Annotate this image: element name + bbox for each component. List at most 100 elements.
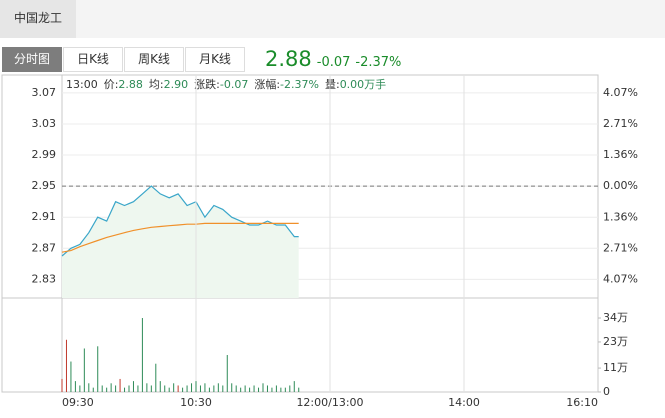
volume-bar: [155, 363, 157, 392]
y2-tick-label: 4.07%: [603, 272, 638, 285]
volume-bar: [177, 385, 179, 392]
volume-bar: [293, 381, 295, 392]
volume-bar: [159, 381, 161, 392]
volume-bar: [106, 387, 108, 392]
stock-tab[interactable]: 中国龙工: [0, 0, 76, 38]
view-tab[interactable]: 日K线: [63, 47, 123, 72]
info-key: 价:: [104, 78, 119, 91]
volume-bar: [146, 383, 148, 392]
x-tick-label: 16:10: [566, 396, 598, 409]
info-key: 量:: [325, 78, 340, 91]
quote-change-pct: -2.37%: [355, 55, 402, 70]
y-tick-label: 2.91: [32, 210, 57, 223]
volume-bar: [88, 383, 90, 392]
volume-bar: [298, 387, 300, 392]
volume-bar: [128, 385, 130, 392]
quote: 2.88 -0.07 -2.37%: [265, 47, 401, 71]
volume-bar: [137, 385, 139, 392]
volume-bar: [289, 385, 291, 392]
volume-bar: [83, 348, 85, 392]
x-tick-label: 12:00/13:00: [296, 396, 363, 409]
volume-bar: [213, 385, 215, 392]
info-key: 均:: [149, 78, 164, 91]
info-key: 涨幅:: [254, 78, 280, 91]
y2-tick-label: 4.07%: [603, 86, 638, 99]
volume-bar: [115, 385, 117, 392]
volume-bar: [65, 339, 67, 392]
x-tick-label: 09:30: [62, 396, 94, 409]
view-tab[interactable]: 分时图: [2, 47, 62, 72]
x-tick-label: 10:30: [180, 396, 212, 409]
info-value: 2.90: [164, 78, 189, 91]
volume-bar: [253, 385, 255, 392]
view-tab[interactable]: 周K线: [124, 47, 184, 72]
info-value: 13:00: [66, 78, 98, 91]
y-tick-label: 3.03: [32, 117, 57, 130]
volume-bar: [235, 385, 237, 392]
volume-bar: [141, 318, 143, 392]
info-value: -2.37%: [280, 78, 319, 91]
y-tick-label: 2.87: [32, 241, 57, 254]
volume-bar: [97, 346, 99, 392]
info-value: 2.88: [118, 78, 143, 91]
y-tick-label: 0: [603, 385, 610, 398]
volume-bar: [204, 383, 206, 392]
volume-bar: [258, 387, 260, 392]
volume-bar: [271, 387, 273, 392]
volume-bar: [70, 361, 72, 392]
quote-change: -0.07: [316, 55, 351, 70]
volume-bar: [222, 385, 224, 392]
info-value: 0.00万手: [340, 77, 387, 91]
volume-bar: [284, 387, 286, 392]
volume-bar: [262, 383, 264, 392]
volume-bar: [275, 385, 277, 392]
volume-bar: [217, 383, 219, 392]
volume-bar: [79, 385, 81, 392]
view-tabs: 分时图 日K线 周K线 月K线: [2, 47, 246, 72]
volume-bar: [182, 387, 184, 392]
volume-bar: [240, 387, 242, 392]
price-area: [62, 186, 299, 298]
chart-frame: [1, 74, 599, 393]
volume-bar: [164, 385, 166, 392]
volume-bar: [173, 383, 175, 392]
average-line: [61, 222, 299, 253]
y-tick-label: 34万: [603, 311, 628, 324]
volume-bar: [208, 387, 210, 392]
top-bar: 中国龙工: [0, 0, 665, 38]
y-tick-label: 11万: [603, 361, 628, 374]
volume-bar: [150, 385, 152, 392]
volume-bar: [74, 381, 76, 392]
volume-bar: [119, 378, 121, 392]
y2-tick-label: 1.36%: [603, 148, 638, 161]
y-tick-label: 23万: [603, 335, 628, 348]
x-tick-label: 14:00: [448, 396, 480, 409]
info-line: 13:00 价:2.88 均:2.90 涨跌:-0.07 涨幅:-2.37% 量:0.00…: [66, 77, 386, 91]
y2-tick-label: 2.71%: [603, 241, 638, 254]
volume-bar: [226, 355, 228, 392]
y2-tick-label: 0.00%: [603, 179, 638, 192]
volume-bar: [191, 383, 193, 392]
volume-bar: [266, 385, 268, 392]
volume-bar: [249, 387, 251, 392]
quote-price: 2.88: [265, 47, 312, 71]
volume-bar: [92, 387, 94, 392]
y-tick-label: 2.95: [32, 179, 57, 192]
volume-bar: [195, 381, 197, 392]
y-tick-label: 2.83: [32, 272, 57, 285]
info-value: -0.07: [220, 78, 248, 91]
y-tick-label: 2.99: [32, 148, 57, 161]
volume-bar: [231, 383, 233, 392]
info-key: 涨跌:: [194, 77, 220, 91]
volume-bar: [132, 381, 134, 392]
volume-bar: [61, 378, 63, 392]
volume-bar: [168, 387, 170, 392]
y-tick-label: 3.07: [32, 86, 57, 99]
volume-bar: [186, 385, 188, 392]
volume-bar: [101, 385, 103, 392]
volume-bar: [110, 383, 112, 392]
volume-bar: [280, 387, 282, 392]
view-tab[interactable]: 月K线: [185, 47, 245, 72]
volume-bar: [124, 387, 126, 392]
